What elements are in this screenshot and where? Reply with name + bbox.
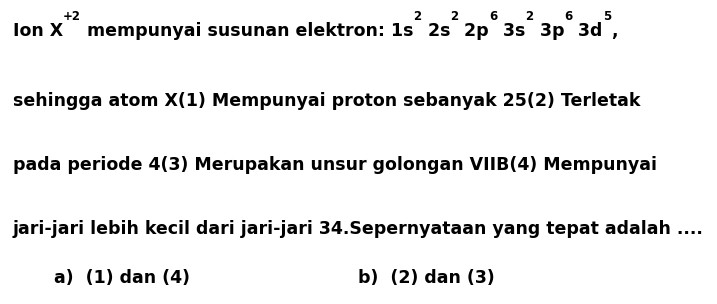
Text: sehingga atom X(1) Mempunyai proton sebanyak 25(2) Terletak: sehingga atom X(1) Mempunyai proton seba… [13, 92, 640, 110]
Text: b)  (2) dan (3): b) (2) dan (3) [358, 269, 495, 287]
Text: 2p: 2p [458, 22, 489, 40]
Text: 2: 2 [450, 10, 458, 23]
Text: 3p: 3p [533, 22, 564, 40]
Text: mempunyai susunan elektron: 1s: mempunyai susunan elektron: 1s [81, 22, 414, 40]
Text: 2s: 2s [422, 22, 450, 40]
Text: pada periode 4(3) Merupakan unsur golongan VIIB(4) Mempunyai: pada periode 4(3) Merupakan unsur golong… [13, 156, 657, 174]
Text: 5: 5 [603, 10, 611, 23]
Text: ,: , [611, 22, 617, 40]
Text: 2: 2 [526, 10, 533, 23]
Text: 2: 2 [414, 10, 422, 23]
Text: 6: 6 [564, 10, 572, 23]
Text: 3d: 3d [572, 22, 603, 40]
Text: Ion X: Ion X [13, 22, 63, 40]
Text: 6: 6 [489, 10, 497, 23]
Text: +2: +2 [63, 10, 81, 23]
Text: jari-jari lebih kecil dari jari-jari 34.Sepernyataan yang tepat adalah ....: jari-jari lebih kecil dari jari-jari 34.… [13, 220, 704, 238]
Text: a)  (1) dan (4): a) (1) dan (4) [54, 269, 190, 287]
Text: 3s: 3s [497, 22, 526, 40]
